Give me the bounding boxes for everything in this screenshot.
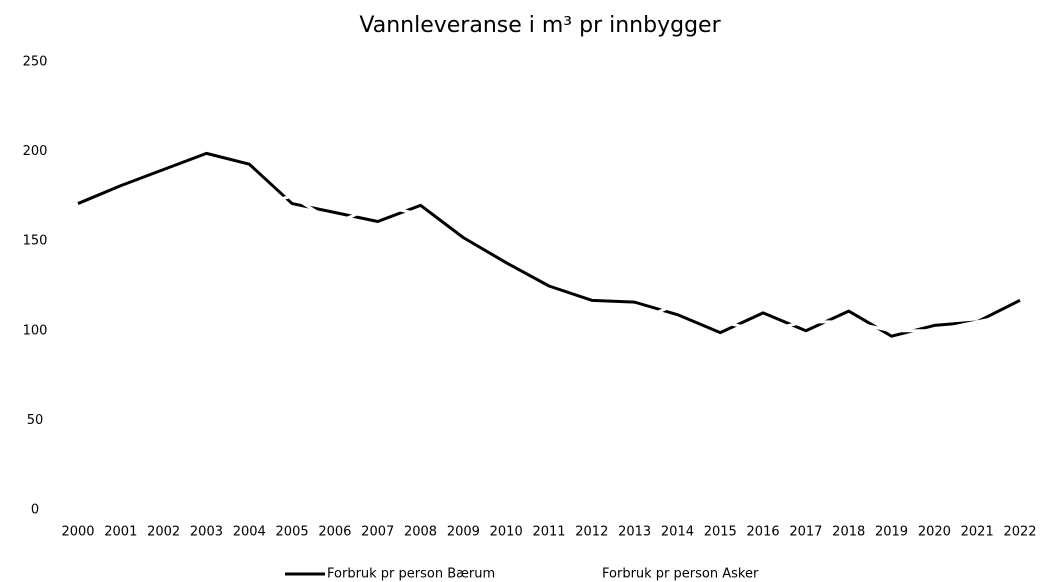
x-tick-label: 2022 [1003, 525, 1036, 540]
y-tick-label: 250 [23, 55, 48, 70]
x-tick-label: 2009 [447, 525, 480, 540]
y-tick-label: 150 [23, 234, 48, 249]
legend-label: Forbruk pr person Bærum [327, 567, 495, 582]
x-tick-label: 2011 [532, 525, 565, 540]
x-tick-label: 2008 [404, 525, 437, 540]
series-line [77, 194, 1021, 333]
x-tick-label: 2000 [61, 525, 94, 540]
x-tick-label: 2001 [104, 525, 137, 540]
x-tick-label: 2017 [789, 525, 822, 540]
y-tick-label: 0 [31, 503, 39, 518]
x-tick-label: 2012 [575, 525, 608, 540]
x-tick-label: 2005 [276, 525, 309, 540]
x-tick-label: 2002 [147, 525, 180, 540]
x-tick-label: 2010 [490, 525, 523, 540]
x-tick-label: 2013 [618, 525, 651, 540]
x-tick-label: 2014 [661, 525, 694, 540]
y-tick-label: 100 [23, 323, 48, 338]
x-tick-label: 2016 [747, 525, 780, 540]
x-tick-label: 2021 [961, 525, 994, 540]
x-tick-label: 2020 [918, 525, 951, 540]
legend-label: Forbruk pr person Asker [602, 567, 759, 582]
y-tick-label: 200 [23, 144, 48, 159]
x-tick-label: 2015 [704, 525, 737, 540]
chart-title: Vannleveranse i m³ pr innbygger [359, 13, 721, 38]
x-tick-label: 2019 [875, 525, 908, 540]
series-line [77, 151, 1021, 338]
x-tick-label: 2018 [832, 525, 865, 540]
x-tick-label: 2004 [233, 525, 266, 540]
y-tick-label: 50 [27, 413, 44, 428]
x-tick-label: 2006 [318, 525, 351, 540]
x-tick-label: 2007 [361, 525, 394, 540]
x-tick-label: 2003 [190, 525, 223, 540]
